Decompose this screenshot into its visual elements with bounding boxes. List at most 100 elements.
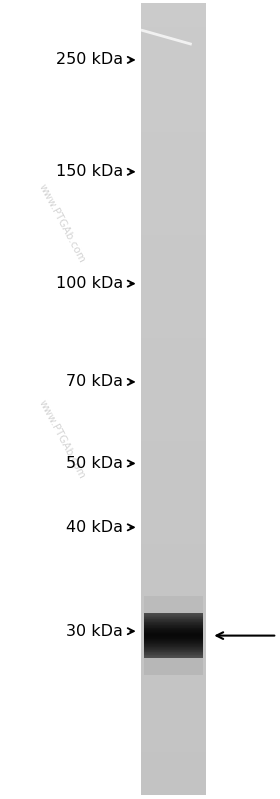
Bar (141, 312, 206, 315)
Bar (144, 626, 203, 627)
Bar (141, 82, 206, 85)
Bar (141, 267, 206, 270)
Bar (141, 480, 206, 484)
Bar (141, 299, 206, 302)
Bar (144, 644, 203, 645)
Bar (141, 725, 206, 729)
Bar (141, 707, 206, 710)
Bar (141, 141, 206, 144)
Bar (141, 259, 206, 262)
Bar (144, 630, 203, 631)
Bar (141, 14, 206, 17)
Bar (141, 293, 206, 296)
Bar (141, 649, 206, 653)
Bar (141, 137, 206, 141)
Bar (141, 362, 206, 365)
Bar (141, 559, 206, 563)
Bar (141, 125, 206, 128)
Bar (141, 525, 206, 529)
Bar (141, 230, 206, 233)
Bar (141, 98, 206, 101)
Bar (141, 754, 206, 758)
Bar (141, 193, 206, 197)
Bar (141, 551, 206, 555)
Bar (141, 628, 206, 631)
Bar (141, 596, 206, 600)
Bar (141, 283, 206, 286)
Bar (141, 459, 206, 463)
Bar (141, 528, 206, 531)
Bar (144, 638, 203, 639)
Bar (141, 423, 206, 426)
Bar (141, 22, 206, 25)
Bar (141, 594, 206, 597)
Bar (141, 40, 206, 43)
Bar (141, 383, 206, 387)
Bar (141, 6, 206, 10)
Bar (141, 251, 206, 254)
Bar (141, 520, 206, 523)
Bar (141, 741, 206, 745)
Bar (141, 464, 206, 468)
Bar (141, 435, 206, 439)
Bar (141, 488, 206, 491)
Bar (141, 348, 206, 352)
Bar (141, 338, 206, 341)
Text: 100 kDa: 100 kDa (56, 276, 123, 291)
Bar (141, 19, 206, 22)
Bar (141, 760, 206, 763)
Bar (141, 673, 206, 676)
Bar (141, 93, 206, 96)
Bar (141, 148, 206, 152)
Bar (141, 713, 206, 716)
Text: 50 kDa: 50 kDa (66, 456, 123, 471)
Bar (141, 630, 206, 634)
Bar (141, 317, 206, 320)
Bar (141, 246, 206, 249)
Bar (144, 596, 203, 614)
Bar (141, 575, 206, 578)
Bar (141, 233, 206, 236)
Bar (144, 650, 203, 651)
Bar (141, 214, 206, 217)
Bar (141, 591, 206, 594)
Bar (141, 56, 206, 59)
Text: 70 kDa: 70 kDa (66, 375, 123, 389)
Bar (141, 16, 206, 20)
Bar (141, 586, 206, 590)
Bar (141, 478, 206, 481)
Bar (141, 127, 206, 130)
Bar (141, 665, 206, 669)
Text: 40 kDa: 40 kDa (66, 520, 123, 535)
Bar (141, 583, 206, 586)
Bar (141, 768, 206, 771)
Text: www.PTGAb.com: www.PTGAb.com (37, 183, 87, 264)
Bar (141, 660, 206, 663)
Bar (144, 625, 203, 626)
Bar (141, 499, 206, 503)
Bar (141, 58, 206, 62)
Bar (141, 367, 206, 371)
Text: www.PTGAb.com: www.PTGAb.com (37, 399, 87, 480)
Bar (141, 95, 206, 99)
Bar (144, 646, 203, 647)
Bar (141, 399, 206, 402)
Bar (141, 129, 206, 133)
Bar (141, 610, 206, 613)
Bar (144, 634, 203, 636)
Bar (141, 451, 206, 455)
Text: 250 kDa: 250 kDa (56, 53, 123, 67)
Bar (141, 35, 206, 38)
Bar (141, 114, 206, 117)
Bar (141, 235, 206, 239)
Bar (141, 196, 206, 199)
Bar (141, 789, 206, 793)
Bar (141, 325, 206, 328)
Bar (141, 103, 206, 107)
Bar (141, 30, 206, 33)
Bar (141, 212, 206, 215)
Bar (141, 272, 206, 276)
Bar (141, 486, 206, 489)
Bar (141, 291, 206, 294)
Bar (141, 623, 206, 626)
